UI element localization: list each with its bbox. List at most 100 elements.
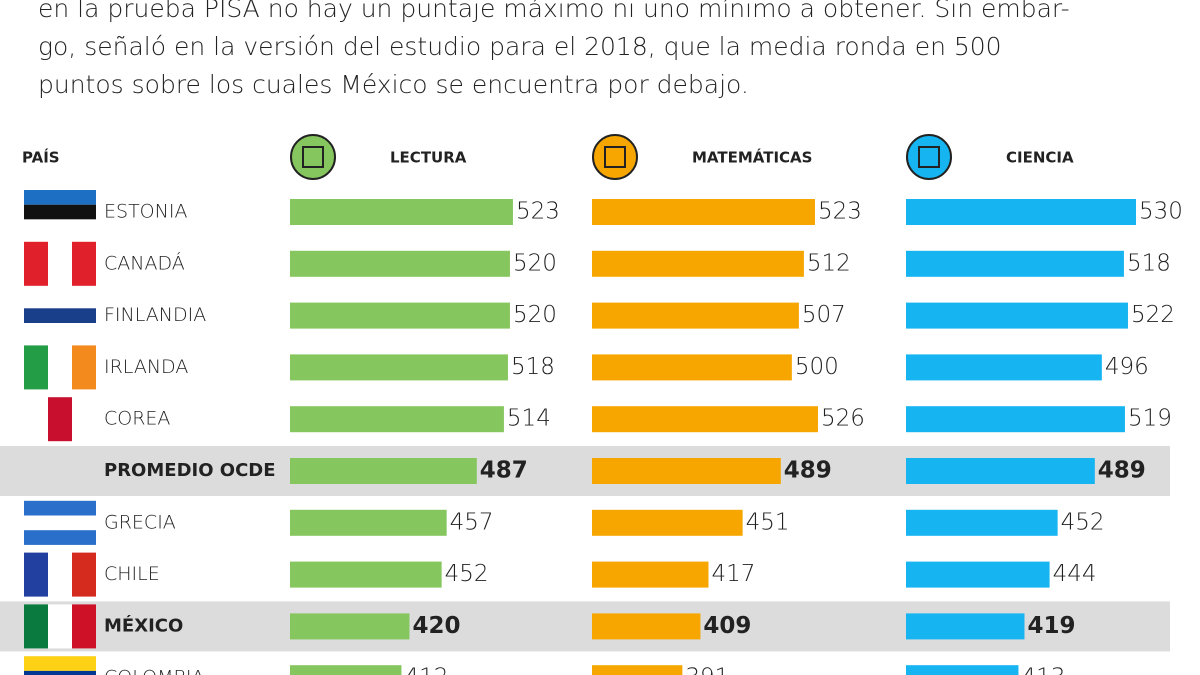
flag-stripe	[72, 604, 96, 649]
value-label: 523	[516, 199, 560, 225]
flag-stripe	[24, 241, 48, 286]
country-name: IRLANDA	[104, 356, 188, 378]
bar	[290, 199, 513, 225]
value-label: 512	[807, 250, 851, 276]
series-header: MATEMÁTICAS	[692, 148, 812, 167]
country-name: PROMEDIO OCDE	[104, 460, 276, 481]
flag-stripe	[24, 219, 96, 235]
bar	[290, 250, 510, 277]
flag-stripe	[24, 604, 48, 649]
flag-stripe	[24, 515, 96, 531]
bar	[290, 458, 477, 484]
flag-stripe	[48, 241, 72, 286]
bar	[906, 613, 1025, 640]
value-label: 457	[450, 509, 494, 535]
value-label: 520	[513, 250, 557, 276]
flag-stripe	[72, 345, 96, 390]
bar	[290, 406, 504, 433]
flag-stripe	[24, 345, 48, 390]
series-header: LECTURA	[390, 149, 467, 167]
flag-stripe	[24, 308, 96, 323]
country-name: MÉXICO	[104, 614, 183, 636]
bar	[592, 665, 683, 675]
bar	[906, 199, 1136, 225]
value-label: 523	[818, 199, 862, 225]
value-label: 452	[1061, 509, 1105, 535]
country-name: COLOMBIA	[104, 667, 205, 675]
bar	[592, 561, 709, 588]
header-icon-detail	[302, 146, 324, 168]
value-label: 420	[412, 613, 460, 639]
value-label: 514	[507, 406, 551, 432]
value-label: 518	[1127, 250, 1171, 276]
bar	[906, 509, 1058, 536]
header-icon	[290, 134, 336, 180]
bar	[906, 354, 1102, 381]
header-icon-detail	[604, 146, 626, 168]
value-label: 518	[511, 354, 555, 380]
bar	[906, 561, 1050, 588]
bar	[592, 199, 815, 225]
flag-stripe	[24, 190, 96, 205]
value-label: 412	[404, 665, 448, 675]
flag-stripe	[24, 500, 96, 516]
bar	[290, 665, 402, 675]
bar	[290, 561, 442, 588]
value-label: 507	[802, 302, 846, 328]
flag-stripe	[72, 241, 96, 286]
country-name: CHILE	[104, 563, 160, 585]
value-label: 391	[685, 665, 729, 675]
value-label: 522	[1131, 302, 1175, 328]
bar	[592, 509, 743, 536]
header-icon-detail	[918, 146, 940, 168]
bar	[906, 458, 1095, 484]
intro-line: go, señaló en la versión del estudio par…	[38, 32, 1002, 61]
value-label: 487	[480, 458, 528, 484]
intro-line: puntos sobre los cuales México se encuen…	[38, 70, 749, 99]
intro: en la prueba PISA no hay un puntaje máxi…	[38, 0, 1070, 99]
country-name: GRECIA	[104, 511, 176, 533]
value-label: 526	[821, 406, 865, 432]
bar	[290, 509, 447, 536]
bar	[906, 250, 1124, 277]
value-label: 417	[711, 561, 755, 587]
value-label: 489	[1098, 458, 1146, 484]
flag-stripe	[24, 656, 96, 671]
value-label: 496	[1105, 354, 1149, 380]
bar	[906, 406, 1125, 433]
flag-stripe	[24, 552, 48, 597]
flag-stripe	[24, 397, 48, 442]
value-label: 409	[703, 613, 751, 639]
header-icon	[906, 134, 952, 180]
country-name: CANADÁ	[104, 251, 185, 274]
bar	[290, 302, 510, 329]
bar	[592, 458, 781, 484]
flag-stripe	[24, 530, 96, 545]
flag-stripe	[72, 552, 96, 597]
country-name: COREA	[104, 408, 170, 430]
bar	[592, 613, 701, 640]
bar	[592, 406, 818, 433]
header-icon	[592, 134, 638, 180]
bar	[290, 613, 410, 640]
bar	[906, 302, 1128, 329]
flag-stripe	[48, 397, 72, 442]
value-label: 519	[1128, 406, 1172, 432]
country-name: FINLANDIA	[104, 304, 206, 326]
flag-stripe	[48, 345, 72, 390]
value-label: 520	[513, 302, 557, 328]
value-label: 530	[1139, 199, 1183, 225]
bar	[592, 354, 792, 381]
flag-stripe	[24, 670, 96, 675]
intro-line: en la prueba PISA no hay un puntaje máxi…	[38, 0, 1070, 23]
flag-stripe	[72, 397, 96, 442]
column-header: PAÍS	[22, 148, 60, 167]
bar	[592, 302, 799, 329]
value-label: 489	[784, 458, 832, 484]
value-label: 413	[1021, 665, 1065, 675]
bar	[906, 665, 1019, 675]
value-label: 419	[1027, 613, 1075, 639]
value-label: 444	[1053, 561, 1097, 587]
